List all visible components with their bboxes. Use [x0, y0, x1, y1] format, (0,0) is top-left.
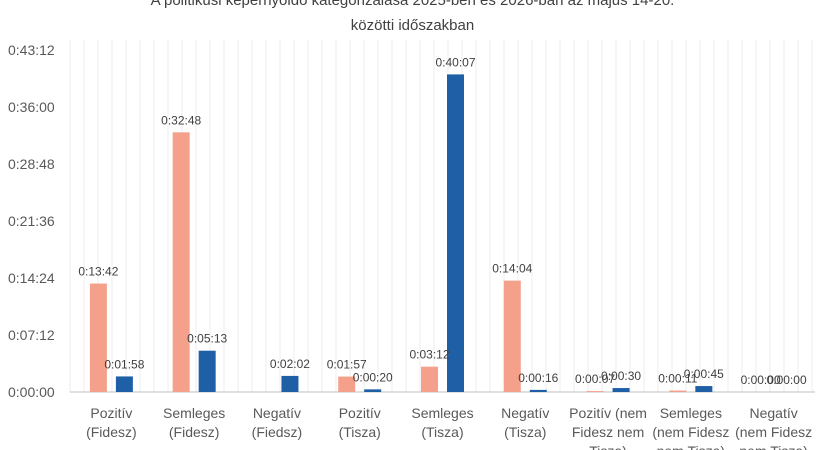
- y-tick-label: 0:43:12: [8, 42, 55, 58]
- bar: [503, 280, 521, 392]
- bar: [612, 388, 630, 392]
- data-label: 0:00:30: [601, 369, 641, 383]
- chart-title: A politikusi képernyőidő kategorizálása …: [0, 0, 825, 38]
- y-tick-label: 0:00:00: [8, 384, 55, 400]
- axes: 0:00:00 0:07:12 0:14:24 0:21:36 0:28:48 0:36:…: [8, 42, 815, 450]
- data-label: 0:13:42: [78, 265, 118, 279]
- data-label: 0:05:13: [187, 332, 227, 346]
- bar: [198, 350, 216, 392]
- bar: [447, 74, 464, 392]
- data-label: 0:02:02: [270, 357, 310, 371]
- data-label: 0:00:00: [767, 373, 807, 387]
- y-tick-label: 0:36:00: [8, 99, 55, 115]
- bar: [172, 132, 190, 393]
- x-category-label: Semleges (Fidesz): [163, 405, 225, 440]
- y-tick-label: 0:07:12: [8, 327, 55, 343]
- data-label: 0:00:11: [658, 372, 697, 386]
- x-category-label: Pozitív (Tisza): [339, 405, 381, 440]
- data-label: 0:01:58: [104, 357, 144, 371]
- bar: [586, 391, 604, 392]
- data-label: 0:00:45: [684, 367, 724, 381]
- data-labels: 0:13:42 0:32:48 0:01:57 0:03:12 0:14:04 0:00:…: [78, 55, 807, 387]
- bar: [364, 389, 382, 392]
- bar: [669, 390, 687, 392]
- data-label: 0:00:07: [575, 372, 615, 386]
- x-category-label: Pozitív (Fidesz): [86, 405, 137, 440]
- x-category-label: Negatív (Fiedsz): [252, 405, 303, 440]
- y-tick-label: 0:28:48: [8, 156, 55, 172]
- data-label: 0:40:07: [435, 55, 475, 69]
- bar: [338, 376, 356, 392]
- x-category-label: Negatív (Tisza): [501, 405, 549, 440]
- bars: [89, 74, 713, 393]
- bar: [695, 386, 713, 392]
- data-label: 0:14:04: [492, 262, 532, 276]
- bar: [529, 389, 547, 392]
- y-tick-label: 0:21:36: [8, 213, 55, 229]
- bar: [115, 376, 133, 392]
- data-label: 0:01:57: [327, 358, 367, 372]
- chart-title-line-1: A politikusi képernyőidő kategorizálása …: [150, 0, 675, 9]
- bar: [421, 366, 438, 392]
- data-label: 0:32:48: [161, 113, 201, 127]
- bar: [89, 283, 107, 392]
- gridlines: [69, 40, 813, 392]
- x-category-label: Semleges (Tisza): [411, 405, 473, 440]
- data-label: 0:00:20: [353, 370, 393, 384]
- data-label: 0:00:00: [741, 373, 781, 387]
- bar: [281, 375, 299, 392]
- data-label: 0:03:12: [409, 348, 449, 362]
- y-tick-label: 0:14:24: [8, 270, 55, 286]
- data-label: 0:00:16: [518, 371, 558, 385]
- chart-title-line-2: közötti időszakban: [350, 17, 475, 34]
